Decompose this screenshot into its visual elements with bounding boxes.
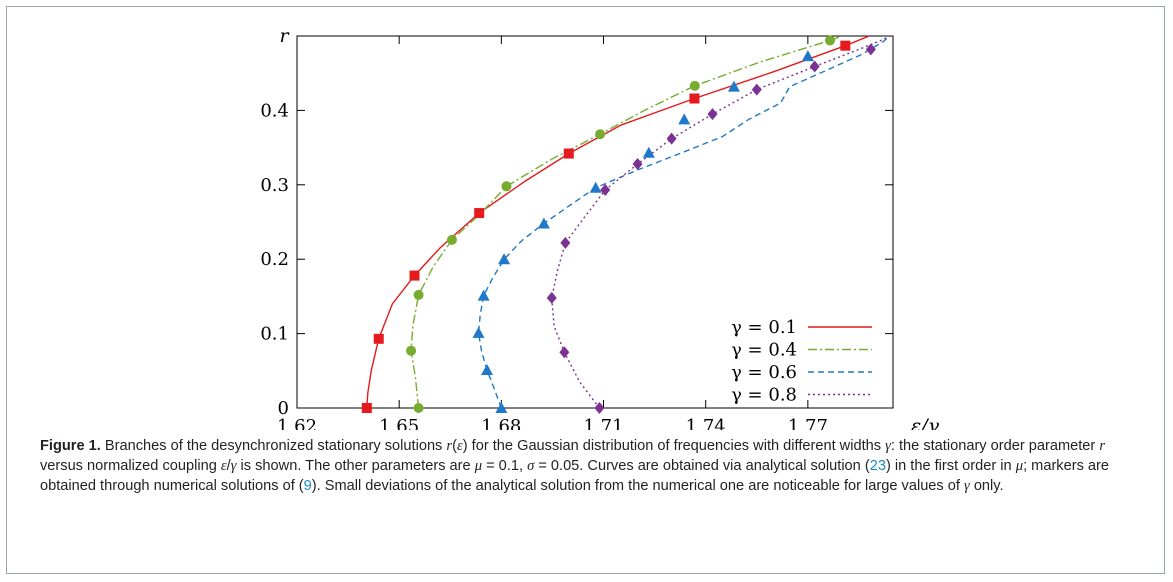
caption-fragment: only. [969, 478, 1004, 494]
caption-fragment: / [226, 458, 231, 474]
equation-ref: 23 [869, 458, 886, 474]
series-1-marker [446, 234, 457, 245]
legend-label: γ = 0.1 [731, 317, 797, 338]
series-1-marker [595, 129, 606, 140]
series-2-marker [481, 364, 494, 376]
series-curve-1 [410, 35, 843, 409]
series-1-marker [406, 345, 417, 356]
series-3-marker [632, 157, 643, 170]
series-2-marker [498, 253, 511, 265]
series-2-marker [678, 113, 691, 125]
series-2-marker [801, 50, 814, 62]
series-0-marker [563, 148, 574, 159]
x-tick-label: 1.77 [788, 416, 828, 430]
caption-fragment: μ [1015, 458, 1024, 474]
series-0-marker [474, 208, 485, 219]
series-3-marker [809, 60, 820, 73]
legend-label: γ = 0.4 [731, 340, 797, 361]
series-2-marker [727, 80, 740, 92]
caption-fragment: Branches of the desynchronized stationar… [100, 438, 447, 454]
series-3-marker [600, 184, 611, 197]
series-1-marker [824, 35, 835, 46]
series-2-marker [537, 217, 550, 229]
caption-fragment: is shown. The other parameters are [236, 458, 475, 474]
series-1-marker [413, 289, 424, 300]
series-2-marker [589, 181, 602, 193]
series-2-marker [472, 326, 485, 338]
series-3-marker [559, 346, 570, 359]
series-3-marker [751, 83, 762, 96]
markers [361, 35, 876, 414]
series-curve-3 [550, 35, 890, 409]
plot-area-border [296, 35, 894, 409]
caption-fragment: ) for the Gaussian distribution of frequ… [462, 438, 886, 454]
figure-frame [6, 6, 1165, 574]
caption-fragment: : the stationary order parameter [890, 438, 1100, 454]
caption-fragment: γ [885, 438, 891, 454]
series-2-marker [642, 146, 655, 158]
series-3-marker [666, 132, 677, 145]
x-tick-label: 1.74 [686, 416, 726, 430]
caption-fragment: r [446, 438, 453, 454]
series-1-marker [413, 403, 424, 413]
caption-fragment: = 0.05. Curves are obtained via analytic… [534, 458, 870, 474]
caption-fragment: γ [964, 478, 970, 494]
caption-text: Branches of the desynchronized stationar… [40, 438, 1109, 494]
figure-caption: Figure 1. Branches of the desynchronized… [40, 436, 1140, 496]
caption-fragment: σ [527, 458, 535, 474]
series-2-marker [495, 402, 508, 413]
legend: γ = 0.1γ = 0.4γ = 0.6γ = 0.8 [731, 317, 872, 406]
y-tick-label: 0.3 [260, 175, 289, 196]
caption-fragment: ). Small deviations of the analytical so… [311, 478, 964, 494]
caption-fragment: r [1099, 438, 1106, 454]
y-axis-label: r [279, 25, 290, 47]
caption-fragment: γ [230, 458, 237, 474]
caption-fragment: ε [456, 438, 463, 454]
series-3-marker [865, 43, 876, 56]
legend-label: γ = 0.6 [731, 362, 797, 383]
y-tick-label: 0.2 [260, 249, 289, 270]
figure-label: Figure 1. [40, 438, 101, 454]
caption-fragment: ε [220, 458, 227, 474]
axes: 1.62 1.65 1.68 1.71 1.74 1.77 0 0.1 0.2 0.3 0.4 [260, 36, 893, 430]
equation-ref: 9 [303, 478, 312, 494]
series-3-marker [546, 291, 557, 304]
x-tick-label: 1.68 [481, 416, 521, 430]
series-3-marker [707, 108, 718, 121]
curves [366, 35, 891, 409]
x-tick-label: 1.71 [583, 416, 623, 430]
caption-fragment: versus normalized coupling [40, 458, 221, 474]
series-0-marker [840, 40, 851, 51]
caption-fragment: ) in the first order in [885, 458, 1016, 474]
legend-label: γ = 0.8 [731, 385, 797, 406]
series-curve-2 [477, 35, 891, 409]
series-3-marker [594, 402, 605, 414]
x-tick-label: 1.65 [379, 416, 419, 430]
series-3-marker [560, 236, 571, 249]
y-tick-label: 0.4 [260, 100, 289, 121]
chart: 1.62 1.65 1.68 1.71 1.74 1.77 0 0.1 0.2 0.3 0.4 γ … [260, 25, 940, 430]
x-tick-label: 1.62 [277, 416, 317, 430]
caption-fragment: ( [452, 438, 457, 454]
series-0-marker [689, 93, 700, 104]
y-tick-label: 0.1 [260, 324, 289, 345]
caption-fragment: ; markers are obtained through numerical… [40, 458, 1110, 494]
series-2-marker [477, 289, 490, 301]
series-0-marker [409, 270, 420, 281]
caption-fragment: μ [474, 458, 483, 474]
caption-fragment: = 0.1, [482, 458, 528, 474]
y-tick-label: 0 [278, 398, 289, 419]
series-0-marker [361, 403, 372, 413]
x-axis-label: ε/γ [911, 415, 940, 430]
series-0-marker [373, 333, 384, 344]
series-1-marker [689, 80, 700, 91]
series-1-marker [501, 181, 512, 192]
